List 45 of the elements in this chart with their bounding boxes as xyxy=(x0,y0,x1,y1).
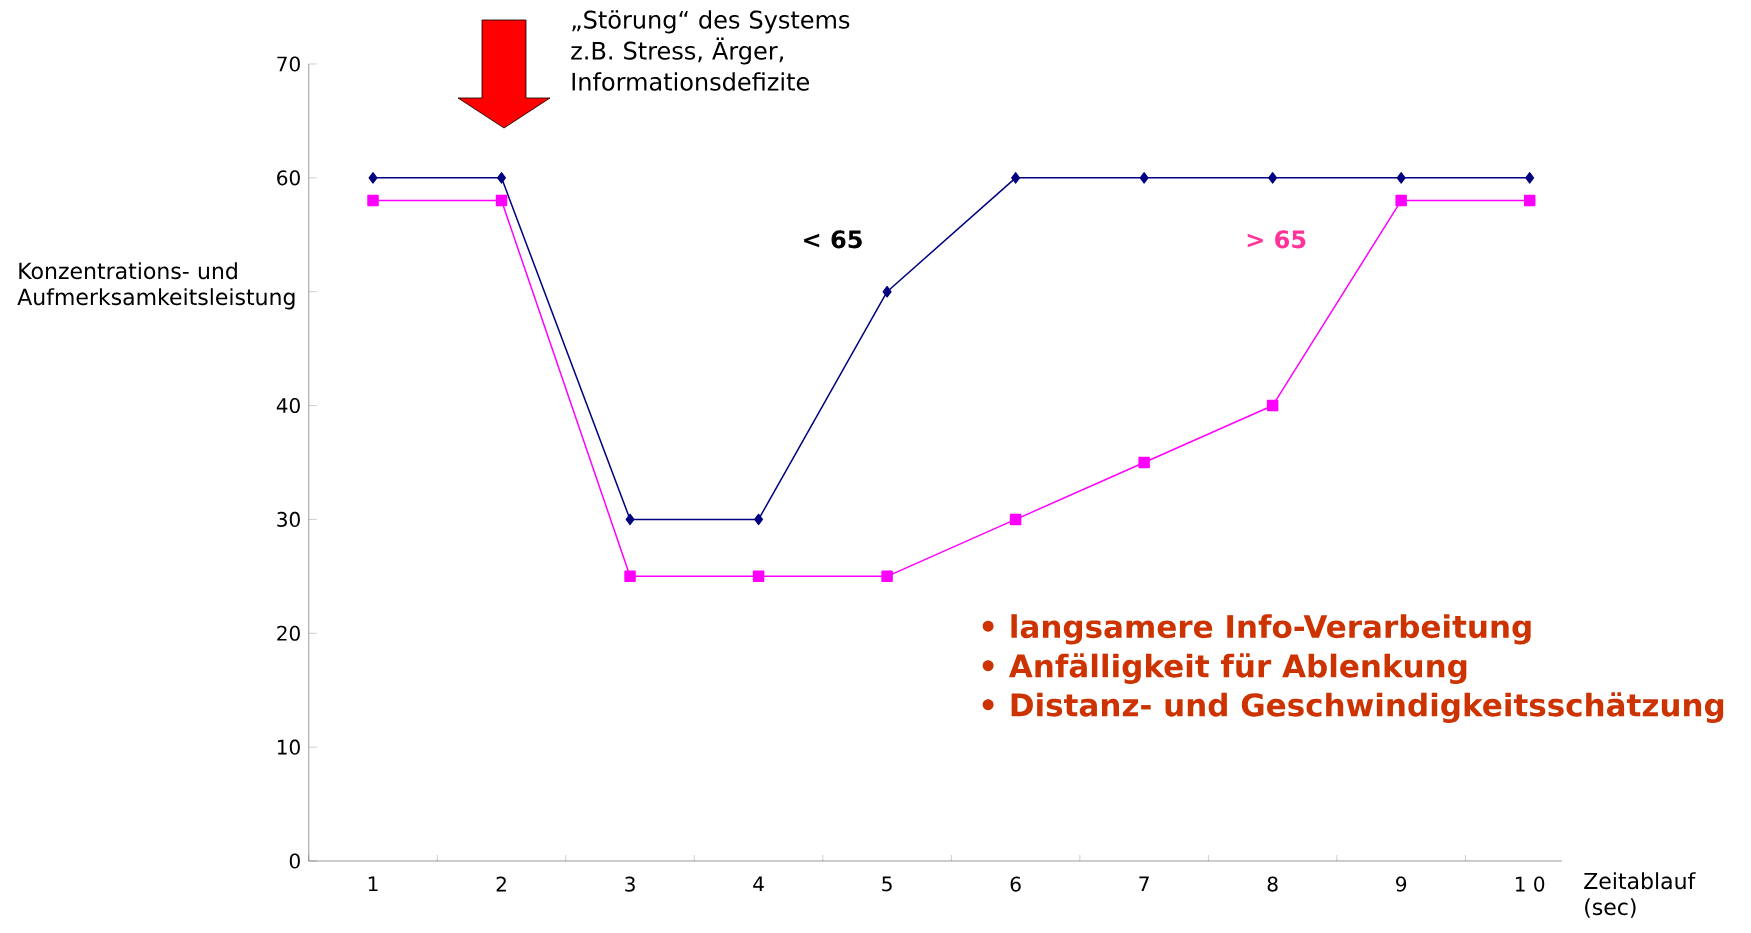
point xyxy=(495,194,508,207)
point xyxy=(624,570,636,583)
x-tick-label: 1 xyxy=(368,876,378,892)
point xyxy=(1268,172,1278,184)
y-tick-label: 40 xyxy=(276,398,300,414)
point xyxy=(1139,172,1149,184)
y-tick-label: 30 xyxy=(277,511,300,527)
x-tick-label: 3 xyxy=(625,876,635,892)
point xyxy=(1266,399,1279,412)
y-tick-label: 20 xyxy=(277,625,300,641)
point xyxy=(882,285,892,298)
point xyxy=(752,570,765,583)
y-tick-label: 0 xyxy=(289,853,300,869)
annotation: • Anfälligkeit für Ablenkung xyxy=(982,653,1467,684)
y-axis-title: Konzentrations- und Aufmerksamkeitsleistung xyxy=(17,262,295,310)
point xyxy=(754,513,764,526)
x-tick-label: 9 xyxy=(1396,876,1407,892)
series-label: < 65 xyxy=(804,230,862,249)
point xyxy=(1396,172,1406,184)
point xyxy=(1009,513,1022,526)
x-tick-label: 4 xyxy=(753,876,764,892)
x-tick-label: 8 xyxy=(1267,876,1278,892)
y-tick-label: 70 xyxy=(277,56,300,72)
point xyxy=(1011,172,1021,184)
point xyxy=(1138,456,1150,469)
x-tick-label: 7 xyxy=(1139,876,1149,892)
annotation: • Distanz- und Geschwindigkeitsschätzung xyxy=(982,692,1724,723)
x-tick-label: 1 0 xyxy=(1515,876,1545,892)
point xyxy=(1523,194,1536,207)
point xyxy=(1525,172,1535,184)
y-tick-label: 60 xyxy=(277,170,300,186)
annotation: • langsamere Info-Verarbeitung xyxy=(982,614,1531,645)
text: > 65 xyxy=(1247,230,1306,249)
y-tick-label: 10 xyxy=(277,739,300,755)
point xyxy=(625,513,635,526)
annotation: „Störung“ des Systems z.B. Stress, Ärger, Informationsdefizite xyxy=(571,10,850,91)
x-tick-label: 2 xyxy=(496,876,506,892)
x-axis-title: Zeitablauf (sec) xyxy=(1584,872,1696,918)
x-tick-label: 6 xyxy=(1010,876,1021,892)
x-tick-label: 5 xyxy=(882,876,892,892)
point xyxy=(368,172,378,184)
point xyxy=(881,570,893,583)
point xyxy=(1395,194,1407,207)
point xyxy=(497,172,507,184)
point xyxy=(367,194,379,207)
